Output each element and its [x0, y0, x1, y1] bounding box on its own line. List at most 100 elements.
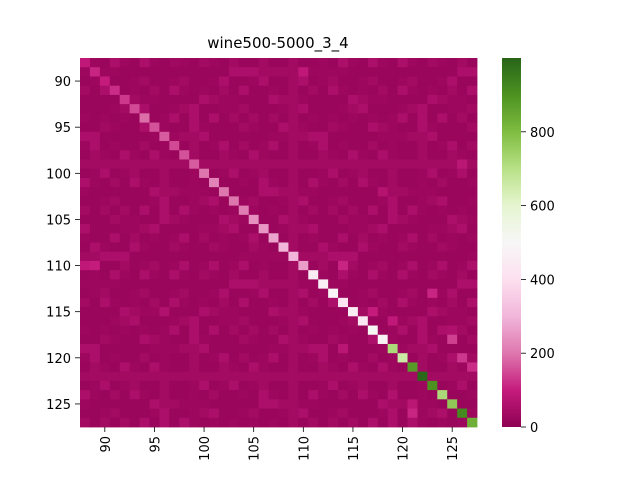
heatmap-cell — [397, 417, 408, 428]
heatmap-cell — [149, 94, 160, 105]
heatmap-cell — [119, 224, 131, 234]
heatmap-cell — [417, 316, 428, 326]
heatmap-cell — [457, 390, 468, 400]
heatmap-cell — [238, 251, 250, 262]
heatmap-cell — [397, 113, 408, 123]
heatmap-cell — [328, 270, 339, 280]
heatmap-cell — [189, 214, 200, 225]
heatmap-cell — [288, 279, 299, 290]
heatmap-cell — [338, 177, 349, 188]
heatmap-cell — [209, 242, 220, 253]
heatmap-cell — [129, 150, 140, 160]
heatmap-cell — [268, 113, 279, 123]
heatmap-cell — [89, 67, 101, 77]
heatmap-cell — [347, 168, 359, 179]
heatmap-cell — [248, 390, 260, 400]
heatmap-cell — [109, 371, 121, 382]
heatmap-cell — [139, 371, 150, 382]
heatmap-cell — [189, 159, 200, 170]
heatmap-cell — [209, 214, 220, 225]
heatmap-cell — [467, 270, 478, 280]
heatmap-cell — [308, 380, 319, 391]
heatmap-cell — [407, 251, 418, 262]
heatmap-cell — [457, 371, 468, 382]
heatmap-cell — [298, 131, 309, 142]
heatmap-cell — [209, 122, 220, 133]
heatmap-cell — [328, 159, 339, 170]
heatmap-cell — [179, 353, 190, 363]
heatmap-cell — [417, 131, 428, 142]
heatmap-cell — [457, 150, 468, 160]
heatmap-cell — [407, 270, 418, 280]
heatmap-cell — [357, 150, 369, 160]
heatmap-cell — [407, 85, 418, 96]
heatmap-cell — [338, 399, 349, 409]
heatmap-cell — [238, 233, 250, 243]
heatmap-cell — [258, 242, 269, 253]
heatmap-cell — [199, 214, 210, 225]
heatmap-cell — [318, 334, 329, 345]
heatmap-cell — [427, 408, 438, 419]
heatmap-cell — [447, 85, 458, 96]
heatmap-cell — [467, 353, 478, 363]
heatmap-cell — [417, 224, 428, 234]
heatmap-cell — [407, 205, 418, 216]
heatmap-cell — [209, 251, 220, 262]
heatmap-cell — [387, 233, 399, 243]
heatmap-cell — [387, 408, 399, 419]
heatmap-cell — [159, 260, 170, 271]
heatmap-cell — [278, 196, 289, 207]
heatmap-cell — [437, 408, 448, 419]
heatmap-cell — [179, 141, 190, 151]
heatmap-cell — [347, 325, 359, 336]
heatmap-cell — [89, 76, 101, 87]
heatmap-cell — [119, 187, 131, 197]
heatmap-cell — [308, 288, 319, 299]
heatmap-cell — [387, 150, 399, 160]
heatmap-cell — [159, 307, 170, 317]
heatmap-cell — [268, 251, 279, 262]
heatmap-cell — [328, 85, 339, 96]
heatmap-cell — [308, 371, 319, 382]
heatmap-cell — [228, 224, 240, 234]
heatmap-cell — [377, 343, 389, 354]
heatmap-cell — [427, 113, 438, 123]
heatmap-cell — [437, 58, 448, 68]
heatmap-cell — [357, 205, 369, 216]
heatmap-cell — [228, 390, 240, 400]
heatmap-cell — [288, 168, 299, 179]
heatmap-cell — [407, 307, 418, 317]
heatmap-cell — [308, 270, 319, 280]
heatmap-cell — [179, 380, 190, 391]
heatmap-cell — [129, 279, 140, 290]
heatmap-cell — [417, 205, 428, 216]
heatmap-cell — [89, 242, 101, 253]
heatmap-cell — [199, 390, 210, 400]
heatmap-cell — [357, 371, 369, 382]
heatmap-cell — [328, 390, 339, 400]
heatmap-cell — [328, 122, 339, 133]
heatmap-cell — [278, 316, 289, 326]
heatmap-cell — [228, 58, 240, 68]
heatmap-cell — [427, 94, 438, 105]
heatmap-cell — [347, 104, 359, 114]
heatmap-cell — [209, 131, 220, 142]
heatmap-cell — [80, 297, 91, 308]
heatmap-cell — [278, 260, 289, 271]
heatmap-cell — [258, 417, 269, 428]
heatmap-cell — [228, 362, 240, 373]
heatmap-cell — [357, 141, 369, 151]
heatmap-cell — [377, 122, 389, 133]
heatmap-cell — [417, 85, 428, 96]
heatmap-cell — [129, 297, 140, 308]
heatmap-cell — [248, 353, 260, 363]
heatmap-cell — [347, 260, 359, 271]
heatmap-cell — [357, 104, 369, 114]
heatmap-cell — [258, 159, 269, 170]
heatmap-cell — [268, 270, 279, 280]
heatmap-cell — [139, 408, 150, 419]
heatmap-cell — [308, 85, 319, 96]
heatmap-cell — [80, 307, 91, 317]
heatmap-cell — [318, 371, 329, 382]
